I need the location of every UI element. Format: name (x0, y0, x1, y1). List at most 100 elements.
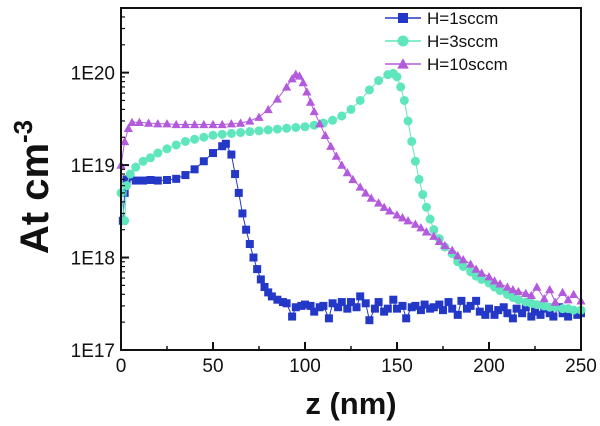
data-point (337, 298, 346, 307)
data-point (484, 272, 494, 281)
data-point (366, 193, 376, 202)
data-point (429, 303, 438, 312)
data-point (282, 82, 292, 91)
data-point (403, 116, 413, 126)
data-point (527, 312, 536, 321)
data-point (309, 120, 319, 130)
data-point (481, 310, 490, 319)
data-point (348, 174, 358, 184)
data-point (153, 148, 163, 158)
data-point (549, 312, 558, 321)
data-point (305, 97, 316, 106)
data-point (458, 255, 468, 264)
data-point (337, 111, 347, 121)
data-point (398, 301, 407, 310)
data-point (453, 250, 463, 260)
data-point (125, 169, 135, 179)
data-point (226, 128, 236, 138)
data-point (131, 176, 140, 185)
data-point (407, 136, 417, 146)
data-point (236, 118, 246, 127)
data-point (163, 175, 171, 184)
data-point (352, 303, 361, 312)
data-point (490, 310, 499, 319)
data-point (435, 300, 444, 309)
data-point (355, 182, 365, 191)
data-point (288, 312, 297, 321)
data-point (414, 174, 424, 184)
data-point (531, 307, 539, 316)
data-point (365, 316, 374, 325)
data-point (291, 122, 301, 132)
data-point (254, 112, 264, 121)
legend-marker (398, 13, 408, 23)
data-point (324, 314, 333, 323)
legend: H=1sccm H=3sccm H=10sccm (385, 9, 508, 74)
data-point (337, 160, 347, 169)
data-point (320, 130, 330, 139)
data-point (374, 76, 384, 86)
data-point (564, 312, 573, 321)
data-point (532, 282, 542, 291)
legend-entry-3: H=10sccm (385, 55, 508, 74)
data-point (162, 144, 172, 154)
legend-entry-2: H=3sccm (385, 32, 498, 51)
data-point (298, 78, 308, 87)
y-tick-label: 1E17 (71, 341, 115, 362)
data-point (217, 119, 227, 129)
y-axis-label-group: At cm-3 (8, 120, 57, 254)
data-point (254, 126, 264, 136)
data-point (326, 141, 336, 150)
data-point (447, 245, 457, 254)
data-point (120, 136, 130, 146)
legend-label: H=1sccm (427, 9, 498, 28)
legend-marker (397, 58, 409, 69)
data-point (374, 298, 383, 307)
data-point (231, 170, 240, 179)
data-point (434, 236, 444, 245)
data-point (209, 149, 217, 158)
data-point (457, 296, 466, 305)
data-point (122, 181, 132, 191)
data-point (301, 300, 309, 309)
series-2 (116, 68, 586, 315)
data-point (518, 309, 527, 318)
data-point (190, 119, 200, 129)
data-point (171, 140, 181, 150)
data-point (134, 117, 144, 127)
legend-label: H=10sccm (427, 55, 508, 74)
data-point (300, 122, 310, 132)
data-point (217, 129, 227, 139)
data-point (385, 206, 395, 215)
data-point (458, 262, 468, 272)
data-point (153, 176, 162, 185)
y-tick-label: 1E18 (71, 249, 115, 270)
data-point (416, 306, 425, 315)
data-point (236, 128, 246, 138)
data-point (180, 136, 190, 146)
data-point (440, 240, 450, 250)
data-point (355, 95, 365, 105)
x-tick-label: 0 (116, 356, 127, 377)
data-point (245, 116, 255, 125)
data-point (264, 288, 273, 297)
data-point (466, 259, 476, 268)
data-point (448, 304, 457, 313)
data-point (346, 104, 356, 114)
data-point (162, 119, 172, 128)
data-point (429, 225, 439, 235)
data-point (393, 304, 401, 313)
data-point (309, 106, 319, 116)
data-point (521, 288, 531, 298)
data-point (508, 285, 518, 294)
x-tick-label: 250 (565, 356, 597, 377)
data-point (361, 188, 371, 197)
data-point (526, 290, 536, 300)
data-point (495, 279, 505, 288)
data-point (319, 301, 328, 310)
data-point (145, 153, 155, 163)
data-point (439, 306, 447, 315)
x-tick-label: 50 (202, 356, 223, 377)
data-point (208, 119, 218, 129)
data-point (397, 213, 408, 222)
